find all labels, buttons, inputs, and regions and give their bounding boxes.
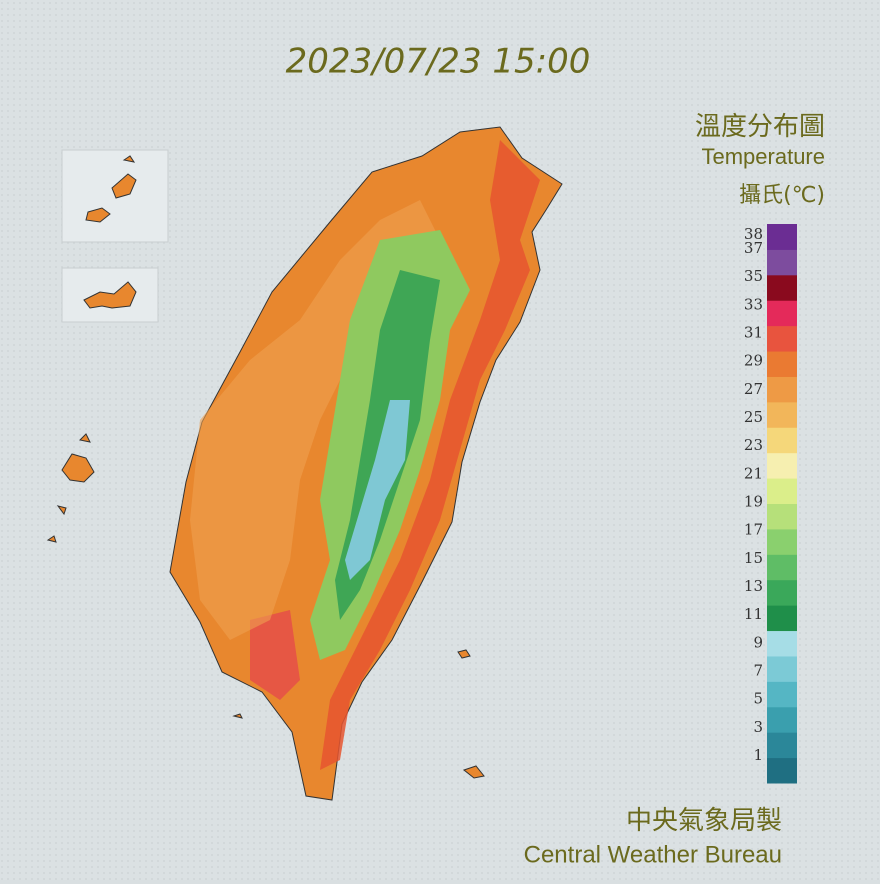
legend-swatch bbox=[767, 325, 797, 352]
island bbox=[46, 433, 95, 543]
legend-swatch bbox=[767, 351, 797, 377]
agency-en: Central Weather Bureau bbox=[524, 841, 782, 868]
legend-swatch bbox=[767, 376, 797, 403]
island bbox=[85, 155, 137, 223]
legend-swatch bbox=[767, 681, 797, 708]
legend-label: 17 bbox=[744, 521, 763, 539]
peaks bbox=[345, 400, 410, 580]
legend-swatch bbox=[767, 503, 797, 530]
legend-label: 9 bbox=[753, 633, 763, 651]
legend-label: 25 bbox=[744, 408, 763, 426]
legend-swatch bbox=[767, 706, 797, 733]
south-hot bbox=[250, 610, 300, 700]
legend-label: 3 bbox=[753, 718, 763, 736]
legend-swatch bbox=[767, 605, 797, 632]
legend-swatch bbox=[767, 249, 797, 276]
legend-subtitle: Temperature bbox=[701, 144, 825, 169]
legend-label: 13 bbox=[744, 577, 763, 595]
legend-swatch bbox=[767, 452, 797, 479]
timestamp: 2023/07/23 15:00 bbox=[286, 42, 591, 82]
legend-swatch bbox=[767, 630, 797, 657]
legend-swatch bbox=[767, 224, 797, 250]
island bbox=[83, 281, 137, 309]
legend-swatch bbox=[767, 478, 797, 504]
legend-label: 29 bbox=[744, 352, 763, 370]
legend-label: 23 bbox=[744, 436, 763, 454]
island bbox=[232, 649, 485, 779]
agency-zh: 中央氣象局製 bbox=[626, 806, 782, 836]
legend-label: 1 bbox=[753, 746, 763, 764]
legend-swatch bbox=[767, 554, 797, 581]
legend-swatch bbox=[767, 274, 797, 301]
legend-swatch bbox=[767, 655, 797, 682]
legend-swatch bbox=[767, 757, 797, 784]
legend-label: 37 bbox=[744, 239, 763, 257]
legend-unit: 攝氏(℃) bbox=[739, 183, 825, 208]
legend-label: 33 bbox=[744, 295, 763, 313]
legend-swatch bbox=[767, 528, 797, 555]
legend-label: 38 bbox=[744, 225, 763, 243]
legend-label: 15 bbox=[744, 549, 763, 567]
legend-label: 5 bbox=[753, 690, 763, 708]
legend-label: 11 bbox=[744, 605, 763, 623]
legend-label: 31 bbox=[744, 324, 763, 342]
legend-swatch bbox=[767, 300, 797, 327]
legend-swatch bbox=[767, 401, 797, 428]
legend-label: 19 bbox=[744, 493, 763, 511]
legend-label: 27 bbox=[744, 380, 763, 398]
legend-swatch bbox=[767, 732, 797, 759]
legend-title: 溫度分布圖 bbox=[695, 112, 825, 142]
legend-label: 21 bbox=[744, 464, 763, 482]
legend-swatch bbox=[767, 427, 797, 454]
legend-label: 35 bbox=[744, 267, 763, 285]
east-coast-hot bbox=[320, 140, 540, 770]
legend-label: 7 bbox=[753, 662, 763, 680]
legend-swatch bbox=[767, 579, 797, 606]
